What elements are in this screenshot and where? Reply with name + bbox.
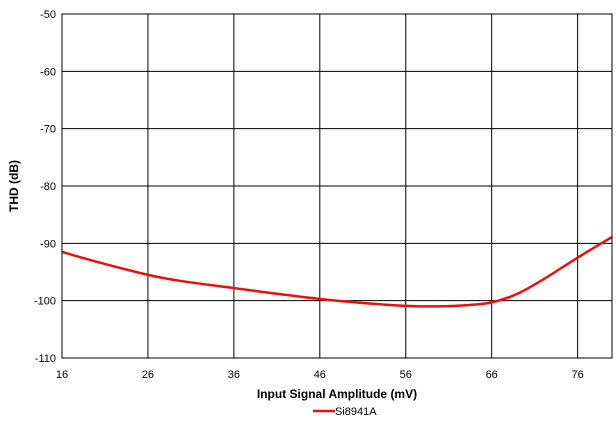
- x-axis-title: Input Signal Amplitude (mV): [257, 387, 417, 401]
- y-tick-label: -100: [34, 296, 56, 308]
- y-tick-label: -80: [40, 181, 56, 193]
- y-tick-label: -50: [40, 9, 56, 21]
- plot-border: [61, 13, 613, 359]
- legend: Si8941A: [313, 406, 377, 418]
- y-tick-label: -70: [40, 124, 56, 136]
- series-layer: [61, 235, 613, 308]
- legend-label: Si8941A: [335, 406, 377, 418]
- y-tick-label: -60: [40, 66, 56, 78]
- x-tick-labels: 16 26 36 46 56 66 76: [56, 369, 584, 381]
- x-tick-label: 46: [314, 369, 326, 381]
- x-tick-label: 26: [142, 369, 154, 381]
- y-axis-title: THD (dB): [7, 160, 21, 212]
- y-tick-label: -110: [35, 353, 56, 365]
- series-line-si8941a: [61, 235, 613, 308]
- x-tick-label: 76: [572, 369, 584, 381]
- y-tick-label: -90: [40, 238, 56, 250]
- x-tick-label: 16: [56, 369, 68, 381]
- x-tick-label: 66: [486, 369, 498, 381]
- y-tick-labels: -50 -60 -70 -80 -90 -100 -110: [34, 9, 56, 365]
- x-tick-label: 36: [228, 369, 240, 381]
- x-tick-label: 56: [400, 369, 412, 381]
